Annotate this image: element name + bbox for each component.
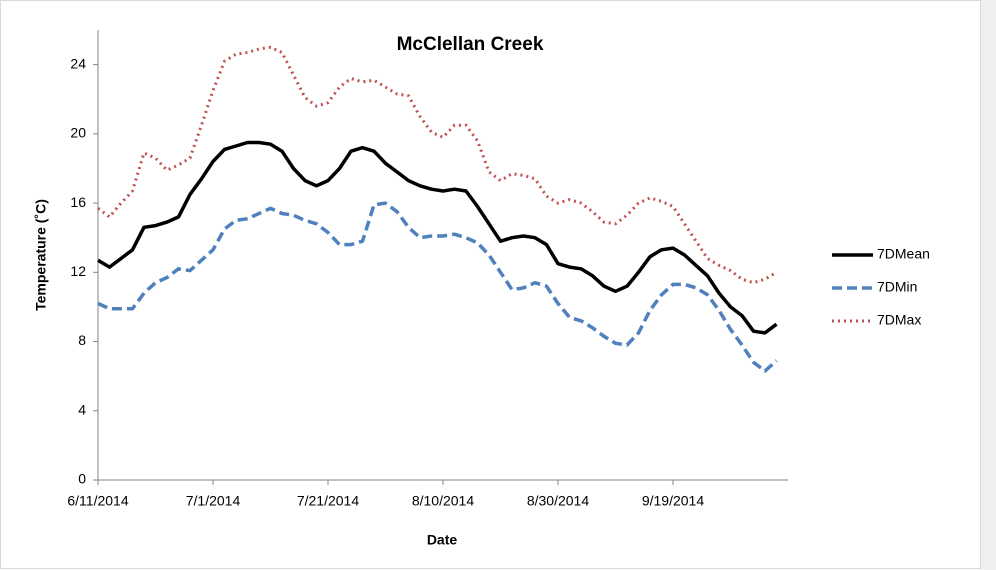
y-axis-label: Temperature (˚C) (33, 199, 49, 311)
chart-title: McClellan Creek (397, 34, 544, 55)
y-tick-label: 20 (70, 125, 86, 141)
legend-label: 7DMax (877, 312, 921, 328)
x-tick-label: 8/30/2014 (527, 493, 589, 509)
y-tick-label: 8 (78, 332, 86, 348)
y-tick-label: 16 (70, 194, 86, 210)
y-tick-label: 0 (78, 471, 86, 487)
legend-label: 7DMin (877, 279, 917, 295)
y-tick-label: 24 (70, 55, 86, 71)
x-tick-label: 9/19/2014 (642, 493, 704, 509)
series-line (97, 140, 778, 335)
legend-label: 7DMean (877, 246, 930, 262)
x-tick-label: 7/21/2014 (297, 493, 359, 509)
y-tick-label: 4 (78, 401, 86, 417)
x-tick-label: 6/11/2014 (67, 493, 128, 509)
x-tick-label: 8/10/2014 (412, 493, 474, 509)
scrollbar (981, 0, 996, 570)
series-line (97, 201, 778, 373)
x-tick-label: 7/1/2014 (186, 493, 241, 509)
y-tick-label: 12 (70, 263, 86, 279)
x-axis-label: Date (427, 532, 458, 548)
